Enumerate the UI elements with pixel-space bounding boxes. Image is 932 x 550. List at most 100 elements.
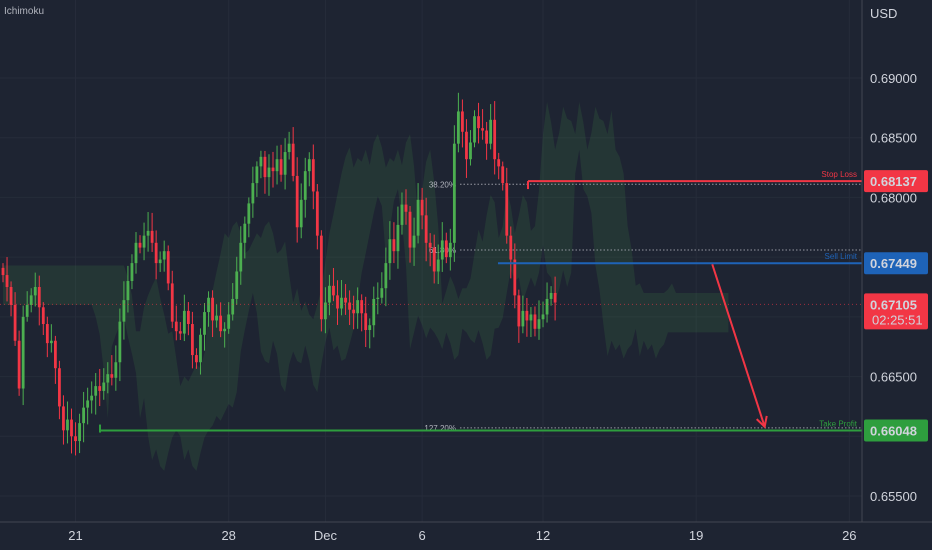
price-tick-label: 0.69000 (870, 71, 917, 86)
candle (211, 290, 214, 338)
candle (348, 290, 351, 326)
price-badge-value: 0.67105 (870, 297, 917, 312)
candle (243, 216, 247, 259)
candle (98, 368, 102, 407)
candle-body (545, 298, 549, 315)
candle-body (207, 297, 210, 313)
candle-body (146, 230, 150, 236)
candle-body (368, 325, 372, 330)
candle-body (251, 183, 255, 204)
candle-body (505, 183, 509, 236)
candle (461, 99, 464, 148)
candle-body (477, 116, 480, 129)
candle-body (118, 321, 122, 363)
candle (134, 232, 138, 274)
candle-body (404, 204, 408, 212)
candle (344, 284, 347, 315)
candle-body (235, 271, 239, 299)
candle (303, 157, 307, 218)
candle (279, 144, 283, 182)
candle (227, 302, 231, 334)
price-badge: 0.67449 (864, 252, 928, 275)
candle-body (537, 319, 541, 329)
candle-body (521, 310, 525, 327)
cloud-area (3, 101, 729, 471)
candle (94, 373, 98, 415)
candle-body (311, 159, 315, 192)
candle-body (408, 211, 412, 248)
candle-body (376, 297, 380, 299)
candle (493, 101, 497, 175)
candle-body (307, 159, 311, 172)
candle (66, 401, 69, 444)
candle (142, 222, 146, 261)
time-axis[interactable]: 21 28 Dec 6 12 19 26 (68, 528, 856, 543)
candle-body (122, 300, 126, 322)
candle (525, 297, 529, 337)
candle-body (102, 382, 106, 391)
candle (102, 368, 106, 400)
price-badge: 0.68137 (864, 170, 928, 193)
candle-body (45, 324, 49, 344)
candle (49, 324, 53, 353)
candle (58, 360, 61, 420)
candle-body (372, 298, 376, 326)
candle (275, 145, 279, 185)
candle (207, 291, 210, 327)
candle-body (364, 313, 368, 330)
candle (118, 308, 122, 382)
indicator-label: Ichimoku (4, 6, 44, 17)
candle (45, 316, 49, 358)
candle-body (412, 235, 416, 248)
candle-body (243, 223, 247, 243)
candle (319, 230, 323, 332)
candle (372, 286, 376, 338)
candle-body (166, 251, 170, 284)
candle-body (231, 298, 235, 315)
candle (158, 251, 162, 272)
candle (255, 161, 259, 197)
candle-body (319, 235, 323, 320)
candle-body (78, 423, 81, 442)
candle-body (70, 419, 73, 437)
candle (114, 345, 118, 391)
candle (154, 230, 158, 280)
candle (5, 257, 9, 302)
price-badge-bg (864, 419, 928, 442)
candle-body (203, 312, 206, 335)
candle (332, 267, 335, 302)
candle-body (436, 259, 440, 272)
candle (106, 362, 110, 394)
candle-body (444, 240, 448, 258)
grid (0, 0, 862, 522)
candle-body (219, 315, 223, 332)
candle-body (513, 259, 517, 296)
candle (360, 294, 364, 332)
candle (352, 295, 356, 330)
price-badge-value: 0.67449 (870, 256, 917, 271)
candle-body (489, 119, 493, 144)
candle (138, 235, 142, 254)
price-badge-value: 0.68137 (870, 174, 917, 189)
candle-body (428, 242, 432, 248)
candle-body (29, 295, 33, 305)
candle-body (541, 314, 545, 320)
arrow-head (755, 415, 768, 429)
candle-body (549, 292, 553, 299)
time-tick-label: 21 (68, 528, 82, 543)
candle-body (98, 386, 102, 391)
time-tick-label: 12 (536, 528, 550, 543)
time-tick-label: 6 (419, 528, 426, 543)
candle (368, 318, 372, 349)
candle-body (195, 355, 198, 363)
trade-levels: Stop Loss Sell Limit Take Profit (0, 170, 862, 433)
candle (412, 217, 416, 266)
price-badge-countdown: 02:25:51 (872, 312, 923, 327)
candle (505, 167, 509, 244)
price-badge-bg (864, 170, 928, 193)
candle-body (452, 143, 456, 243)
candle-body (473, 116, 476, 143)
candle-body (49, 340, 53, 344)
candle-body (509, 235, 513, 260)
